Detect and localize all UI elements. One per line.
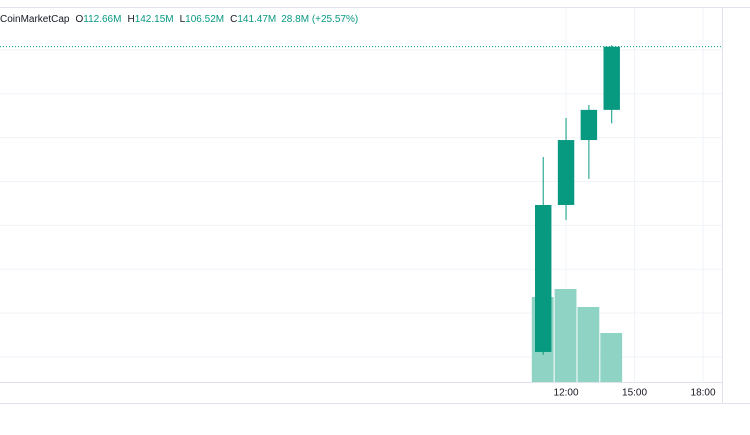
legend: CoinMarketCap O112.66M H142.15M L106.52M C14… [0, 14, 358, 25]
x-tick-label: 12:00 [554, 388, 579, 399]
candle-body [557, 140, 575, 205]
legend-label: H [127, 14, 134, 25]
x-tick-label: 18:00 [691, 388, 716, 399]
legend-value: 141.47M [237, 14, 276, 25]
candle-body [534, 204, 552, 352]
x-tick-label: 15:00 [622, 388, 647, 399]
legend-value: 106.52M [185, 14, 224, 25]
volume-bar [600, 333, 623, 382]
legend-source: CoinMarketCap [0, 14, 70, 25]
legend-value: 112.66M [83, 14, 121, 25]
candle-body [580, 109, 598, 141]
legend-label: C [230, 14, 237, 25]
legend-change: 28.8M (+25.57%) [281, 14, 358, 25]
volume-bar [577, 307, 600, 382]
candle-body [603, 46, 620, 110]
legend-value: 142.15M [135, 14, 174, 25]
volume-bar [554, 289, 577, 382]
legend-label: L [180, 14, 186, 25]
legend-label: O [75, 14, 83, 25]
